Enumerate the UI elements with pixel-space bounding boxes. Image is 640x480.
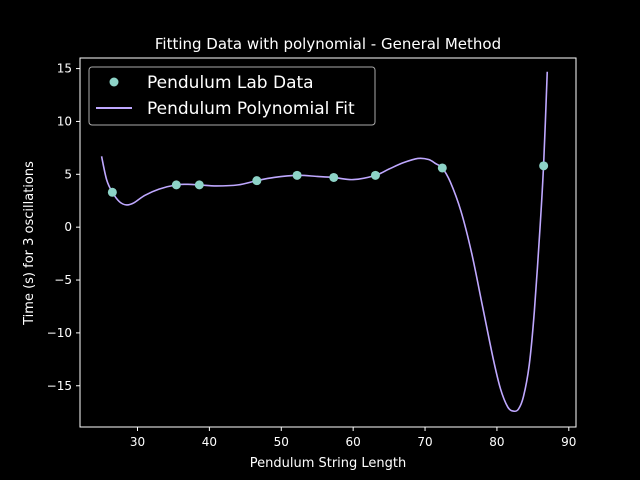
fit-line [100,71,549,413]
x-tick-label: 80 [489,435,504,449]
y-tick-label: 10 [57,114,72,128]
x-tick-label: 90 [561,435,576,449]
y-tick-label: 5 [64,167,72,181]
data-point [107,187,117,197]
legend-label-data: Pendulum Lab Data [147,73,314,93]
legend-label-fit: Pendulum Polynomial Fit [147,99,355,119]
x-axis-label: Pendulum String Length [250,456,407,471]
y-tick-label: 15 [57,62,72,76]
data-point [171,180,181,190]
plot-frame [79,57,577,428]
legend-box [88,66,376,126]
y-tick-label: 0 [64,220,72,234]
data-point [539,161,549,171]
x-tick-label: 30 [130,435,145,449]
fit-line-series [100,71,549,413]
data-point [292,170,302,180]
x-tick-label: 50 [274,435,289,449]
data-point [194,180,204,190]
x-axis: 30 40 50 60 70 80 90 [130,427,576,449]
y-tick-label: −15 [47,379,72,393]
y-axis-label: Time (s) for 3 oscillations [22,161,37,326]
x-tick-label: 60 [346,435,361,449]
chart-title: Fitting Data with polynomial - General M… [155,35,501,53]
data-point [437,163,447,173]
data-point [252,176,262,186]
x-tick-label: 70 [417,435,432,449]
y-tick-label: −5 [54,273,72,287]
y-tick-label: −10 [47,326,72,340]
y-axis: −15 −10 −5 0 5 10 15 [47,62,80,393]
x-tick-label: 40 [202,435,217,449]
data-point [329,172,339,182]
data-point [370,170,380,180]
legend: Pendulum Lab Data Pendulum Polynomial Fi… [88,66,376,126]
data-points-series [107,161,549,197]
legend-scatter-marker [109,77,119,87]
